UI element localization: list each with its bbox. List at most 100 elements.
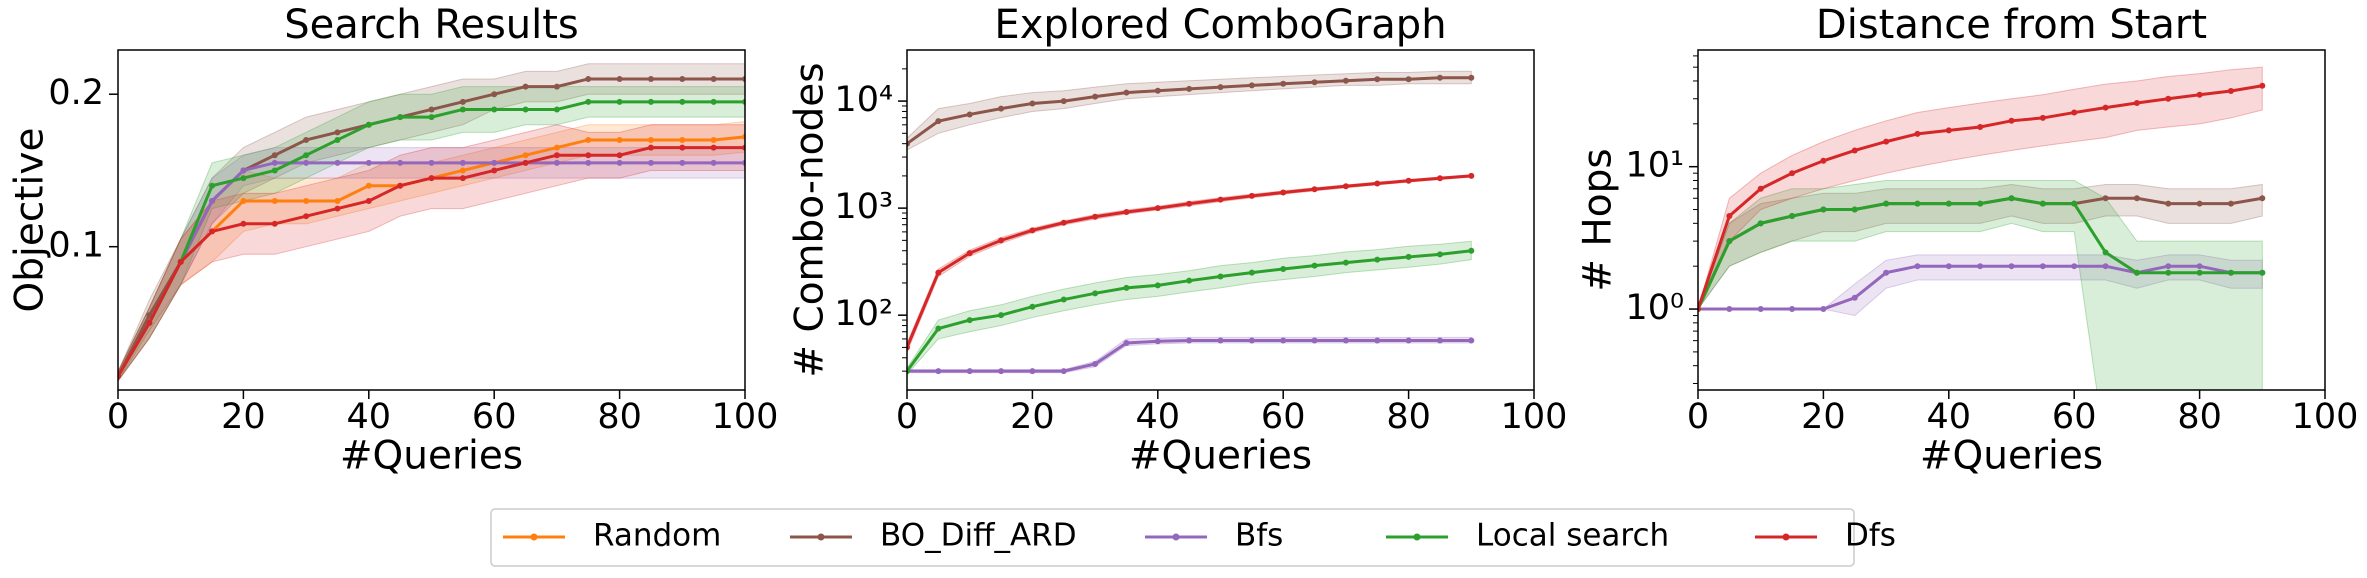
point — [966, 368, 973, 375]
axes-frame — [906, 49, 1535, 391]
point — [209, 182, 216, 189]
y-axis-label: # Hops — [1576, 148, 1621, 291]
point — [271, 152, 278, 159]
point — [1217, 84, 1224, 91]
point — [1154, 205, 1161, 212]
point — [1945, 127, 1952, 134]
x-tick-label: 40 — [1927, 397, 1972, 437]
chart-title: Explored ComboGraph — [994, 2, 1446, 48]
point — [1405, 337, 1412, 344]
point — [1945, 200, 1952, 207]
plot-area — [907, 70, 1475, 376]
point — [710, 75, 717, 82]
point — [647, 136, 654, 143]
point — [397, 182, 404, 189]
point — [459, 167, 466, 174]
point — [334, 159, 341, 166]
y-tick-label: 10³ — [834, 187, 893, 227]
point — [1436, 337, 1443, 344]
confidence-band — [1698, 179, 2263, 390]
point — [966, 317, 973, 324]
point — [209, 228, 216, 235]
point — [2071, 263, 2078, 270]
point — [1789, 306, 1796, 313]
point — [2102, 263, 2109, 270]
point — [1374, 180, 1381, 187]
point — [428, 159, 435, 166]
point — [459, 159, 466, 166]
point — [998, 312, 1005, 319]
legend-label: Random — [593, 518, 721, 554]
point — [1405, 253, 1412, 260]
point — [365, 121, 372, 128]
legend: Random BO_Diff_ARD Bfs Local search Dfs — [490, 508, 1896, 567]
point — [679, 98, 686, 105]
point — [397, 159, 404, 166]
point — [334, 197, 341, 204]
point — [1123, 89, 1130, 96]
point — [1060, 98, 1067, 105]
point — [1217, 337, 1224, 344]
point — [647, 159, 654, 166]
point — [1789, 170, 1796, 177]
point — [1186, 277, 1193, 284]
point — [522, 83, 529, 90]
point — [2227, 200, 2234, 207]
point — [2196, 91, 2203, 98]
point — [2165, 200, 2172, 207]
point — [1311, 79, 1318, 86]
point — [2071, 109, 2078, 116]
point — [1248, 269, 1255, 276]
point — [1154, 338, 1161, 345]
x-tick-label: 60 — [2052, 397, 2097, 437]
point — [2039, 114, 2046, 121]
point — [1029, 100, 1036, 107]
y-tick-label: 0.2 — [48, 73, 104, 113]
point — [1060, 219, 1067, 226]
point — [491, 91, 498, 98]
x-tick-label: 60 — [472, 397, 517, 437]
point — [2227, 88, 2234, 95]
point — [2133, 269, 2140, 276]
point — [2259, 269, 2266, 276]
y-tick-label: 10² — [834, 294, 893, 334]
legend-marker — [1782, 533, 1790, 541]
y-axis-label: # Combo-nodes — [788, 62, 833, 377]
point — [522, 152, 529, 159]
x-axis-label: #Queries — [1129, 434, 1312, 479]
point — [1851, 294, 1858, 301]
point — [303, 136, 310, 143]
point — [1436, 74, 1443, 81]
point — [2133, 195, 2140, 202]
point — [935, 118, 942, 125]
point — [1468, 247, 1475, 254]
point — [2008, 117, 2015, 124]
point — [522, 106, 529, 113]
x-tick-label: 20 — [1801, 397, 1846, 437]
confidence-band — [118, 121, 745, 382]
point — [2008, 263, 2015, 270]
legend-marker — [1172, 533, 1180, 541]
point — [616, 98, 623, 105]
legend-marker — [1413, 533, 1421, 541]
point — [585, 75, 592, 82]
point — [1374, 337, 1381, 344]
x-tick-label: 0 — [896, 397, 918, 437]
legend-marker — [817, 533, 825, 541]
point — [2259, 82, 2266, 89]
point — [553, 83, 560, 90]
x-tick-label: 80 — [1386, 397, 1431, 437]
point — [271, 197, 278, 204]
point — [585, 98, 592, 105]
point — [1154, 87, 1161, 94]
point — [2039, 200, 2046, 207]
point — [428, 106, 435, 113]
point — [209, 197, 216, 204]
confidence-band — [118, 147, 745, 382]
point — [553, 144, 560, 151]
x-tick-label: 80 — [597, 397, 642, 437]
point — [1311, 262, 1318, 269]
point — [679, 144, 686, 151]
point — [271, 167, 278, 174]
